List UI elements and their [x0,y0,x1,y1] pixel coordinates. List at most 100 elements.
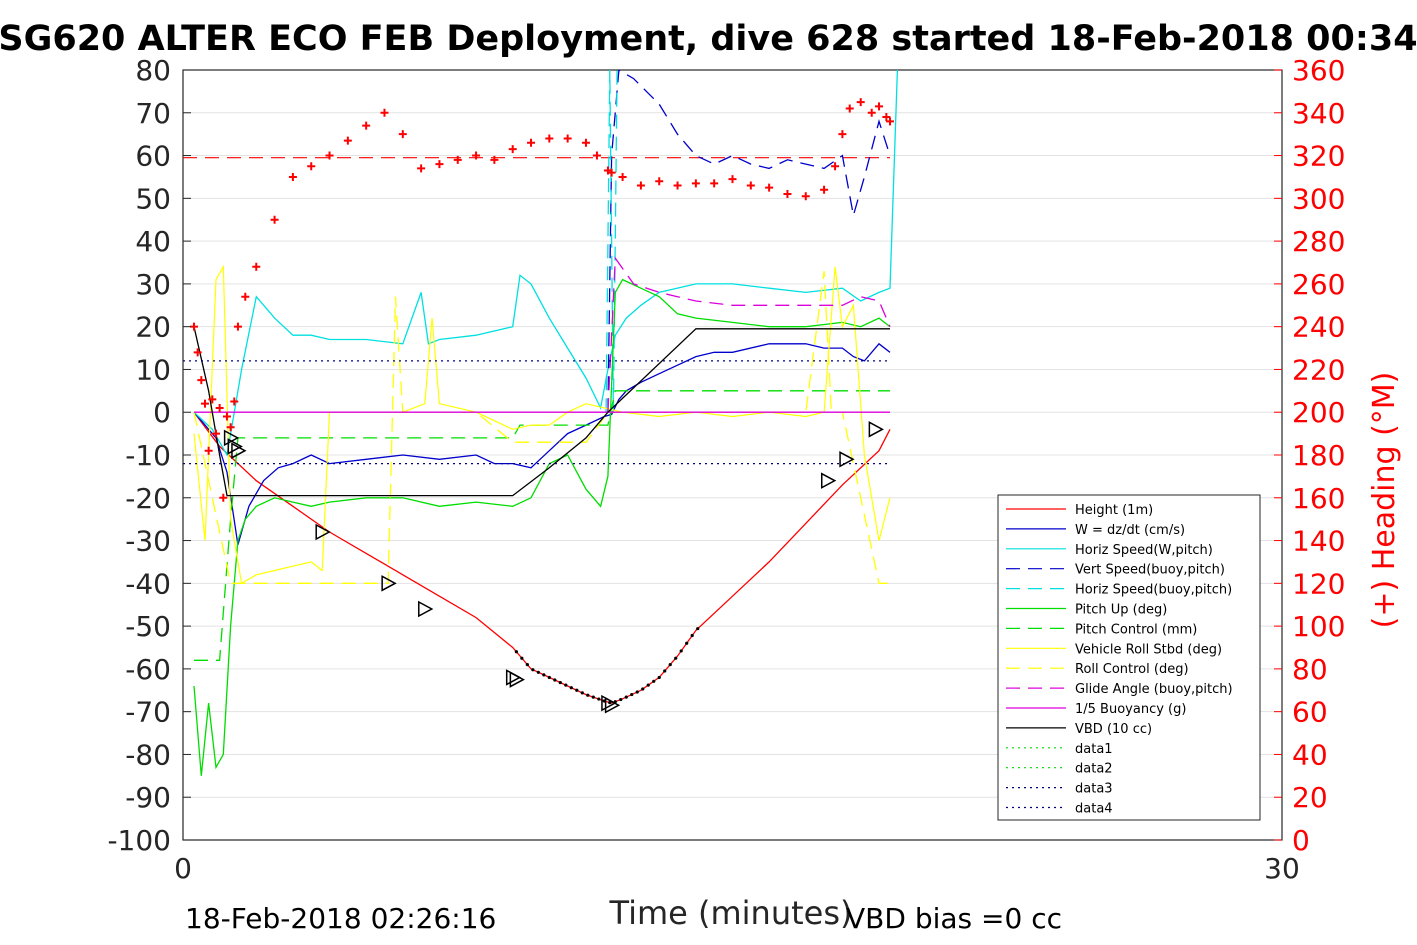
heading-point [233,322,242,331]
height-sample-dot [652,679,656,683]
legend-label-data2: data2 [1075,762,1113,777]
left-tick-label: 0 [153,396,171,429]
height-sample-dot [641,687,645,691]
legend-label-hspeed_buoy: Horiz Speed(buoy,pitch) [1075,583,1232,598]
height-sample-dot [624,695,628,699]
right-tick-label: 100 [1292,610,1345,643]
height-sample-dot [690,633,694,638]
left-tick-label: -100 [107,824,171,857]
legend-label-buoyancy: 1/5 Buoyancy (g) [1075,702,1186,717]
height-sample-dot [580,691,584,695]
turn-marker [381,575,397,592]
legend-label-pitch: Pitch Up (deg) [1075,603,1167,618]
left-tick-label: -60 [125,653,171,686]
left-tick-label: -70 [125,696,171,729]
right-tick-label: 60 [1292,696,1328,729]
heading-point [875,102,884,111]
right-tick-label: 220 [1292,353,1345,386]
heading-point [856,98,865,107]
legend-label-vspeed_buoy: Vert Speed(buoy,pitch) [1075,563,1225,578]
height-sample-dot [657,675,661,680]
turn-marker [227,438,243,455]
heading-point [607,168,616,177]
left-tick-label: -50 [125,610,171,643]
left-tick-label: -80 [125,738,171,771]
heading-point [453,155,462,164]
legend-label-vbd: VBD (10 cc) [1075,722,1152,737]
right-tick-label: 120 [1292,567,1345,600]
heading-point [673,181,682,190]
height-sample-dot [597,697,601,701]
turn-marker [509,671,525,688]
left-tick-label: 40 [135,225,171,258]
heading-point [545,134,554,143]
heading-point [636,181,645,190]
heading-point [193,348,202,357]
series-hspeed_buoy [605,70,618,413]
legend-label-roll: Vehicle Roll Stbd (deg) [1075,642,1222,657]
series-roll_ctrl [193,271,890,584]
heading-point [270,215,279,224]
right-tick-label: 20 [1292,781,1328,814]
turn-marker [868,421,884,438]
left-tick-label: 50 [135,182,171,215]
heading-point [838,130,847,139]
series-layer [183,70,899,776]
right-tick-label: 180 [1292,439,1345,472]
height-sample-dot [531,668,535,672]
height-sample-dot [569,686,573,690]
heading-point [820,185,829,194]
left-tick-label: 80 [135,54,171,87]
heading-point [398,130,407,139]
height-sample-dot [547,675,551,680]
series-vspeed_buoy [607,70,891,413]
legend-label-pitch_ctrl: Pitch Control (mm) [1075,622,1197,637]
right-tick-label: 300 [1292,182,1345,215]
turn-marker [418,600,434,618]
right-tick-label: 260 [1292,268,1345,301]
height-sample-dot [685,641,689,645]
left-tick-label: 30 [135,268,171,301]
height-sample-dot [646,683,650,687]
height-sample-dot [663,669,667,673]
heading-point [343,136,352,145]
heading-point [417,164,426,173]
legend-label-data4: data4 [1075,802,1113,817]
heading-point [307,162,316,171]
heading-point [252,262,261,271]
heading-point [801,192,810,201]
heading-point [618,172,627,181]
footer-vbd-bias: VBD bias =0 cc [846,902,1062,935]
turn-marker [231,442,247,459]
heading-point [204,446,213,455]
heading-point [710,179,719,188]
heading-point [241,292,250,301]
right-tick-label: 240 [1292,311,1345,344]
heading-point [435,160,444,169]
x-tick-label: 0 [174,852,192,885]
heading-point [746,181,755,190]
left-tick-label: 10 [135,353,171,386]
legend-label-height: Height (1m) [1075,503,1153,518]
heading-point [230,397,239,406]
heading-point [472,151,481,160]
heading-point [592,151,601,160]
series-pitch [193,278,891,776]
heading-point [765,183,774,192]
right-tick-label: 340 [1292,97,1345,130]
right-tick-label: 80 [1292,653,1328,686]
height-sample-dot [575,688,579,692]
series-roll [193,264,891,585]
heading-point [527,138,536,147]
series-hspeed [193,70,899,457]
right-tick-label: 360 [1292,54,1345,87]
heading-point [200,399,209,408]
left-tick-label: -10 [125,439,171,472]
series-group [183,70,899,776]
right-tick-label: 140 [1292,525,1345,558]
height-sample-dot [630,692,634,697]
right-tick-label: 160 [1292,482,1345,515]
heading-point [655,177,664,186]
heading-point [226,423,235,432]
